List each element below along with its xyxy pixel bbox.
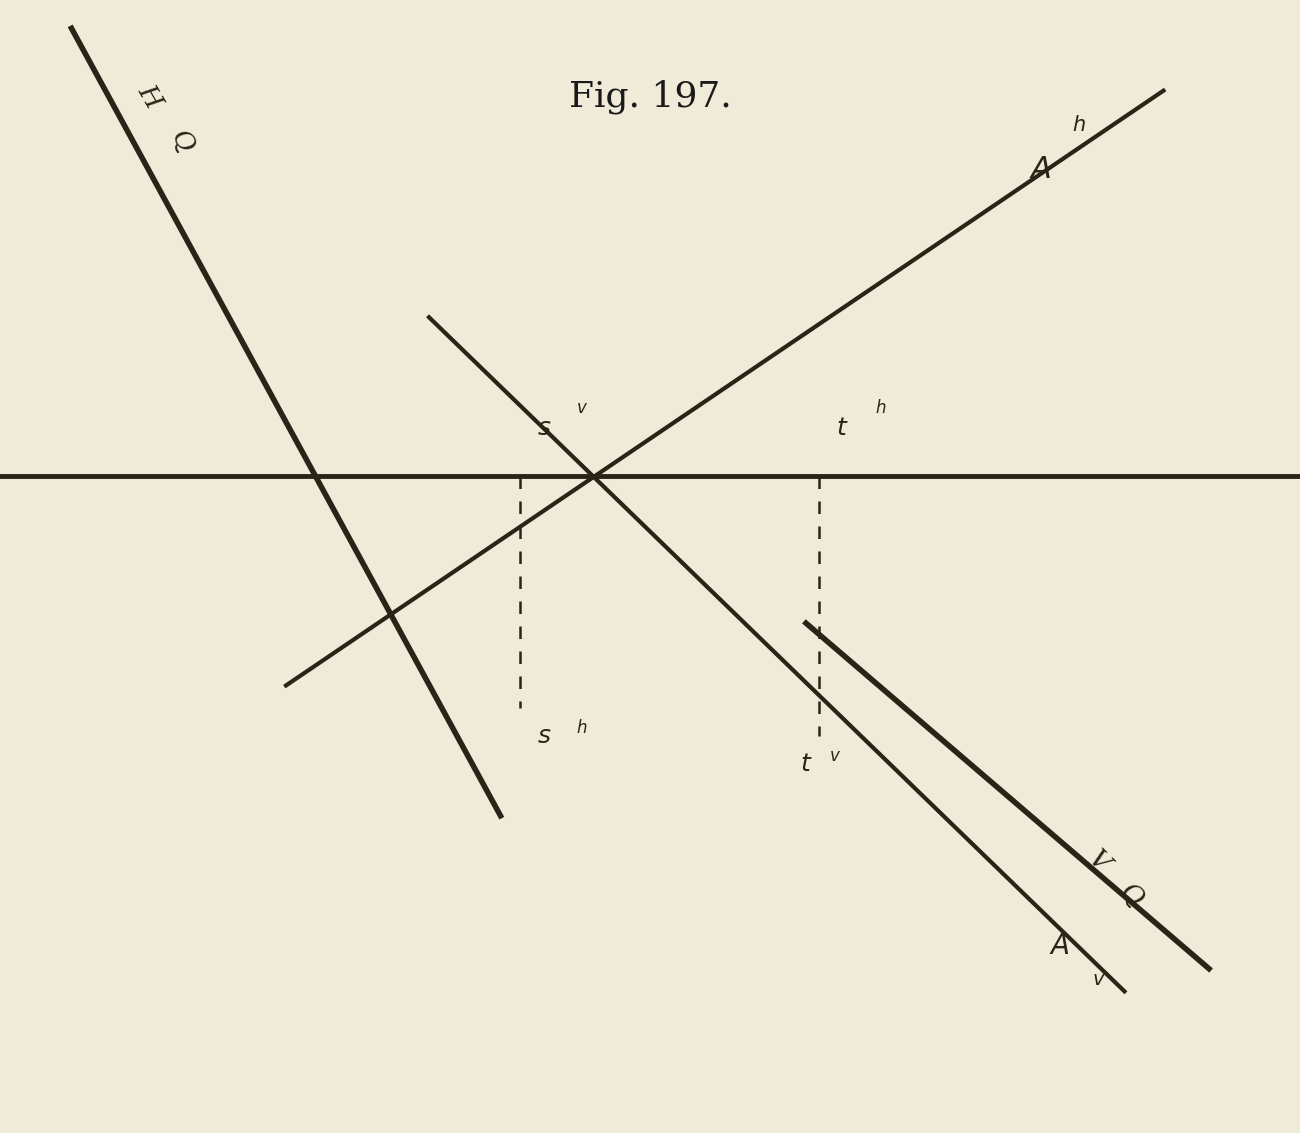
Text: V: V	[1083, 845, 1114, 877]
Text: $t$: $t$	[836, 417, 849, 440]
Text: Q: Q	[166, 126, 198, 157]
Text: $h$: $h$	[1072, 114, 1086, 135]
Text: $s$: $s$	[537, 725, 551, 748]
Text: $s$: $s$	[537, 417, 551, 440]
Text: $v$: $v$	[1092, 971, 1105, 989]
Text: $A$: $A$	[1049, 932, 1070, 960]
Text: $v$: $v$	[829, 748, 841, 765]
Text: H: H	[133, 80, 166, 112]
Text: $v$: $v$	[576, 400, 588, 417]
Text: $h$: $h$	[875, 399, 887, 417]
Text: $A$: $A$	[1028, 154, 1052, 186]
Text: Q: Q	[1114, 878, 1148, 912]
Text: $t$: $t$	[800, 753, 812, 776]
Text: $h$: $h$	[576, 719, 588, 738]
Text: Fig. 197.: Fig. 197.	[568, 79, 732, 113]
